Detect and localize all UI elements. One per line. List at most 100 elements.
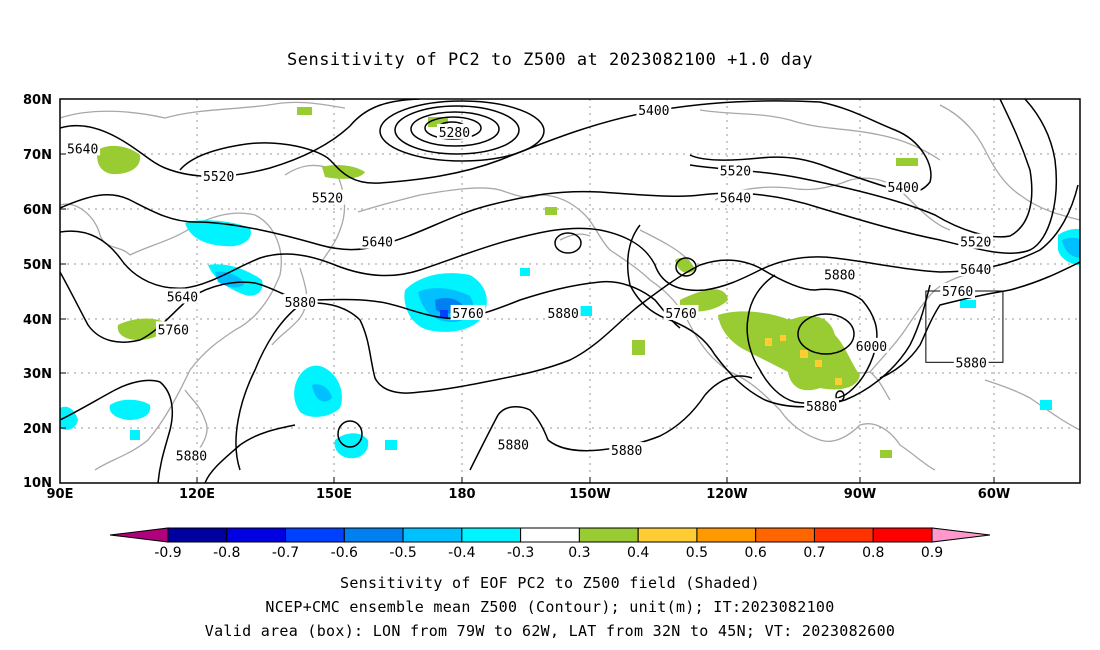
- colorbar-segment: [578, 527, 639, 543]
- contour-label-bg: [804, 398, 839, 414]
- lat-label: 40N: [23, 313, 52, 328]
- contour-label-bg: [958, 261, 994, 277]
- caption-line-3: Valid area (box): LON from 79W to 62W, L…: [204, 622, 896, 640]
- contour-label-bg: [450, 304, 486, 320]
- colorbar-tick-label: -0.8: [213, 545, 240, 561]
- map-plot-area: 5640 5520 5520 5280 5400 5520 5640 5400 5640 5520…: [23, 93, 1081, 502]
- contour-label: 5760: [665, 307, 696, 322]
- contour-label: 5400: [638, 104, 669, 119]
- colorbar-segment: [402, 527, 463, 543]
- contour-label: 5640: [167, 290, 198, 305]
- colorbar: -0.9 -0.8 -0.7 -0.6 -0.5 -0.4 -0.3 0.3 0.4 0.5 0.6…: [109, 527, 991, 561]
- lon-label: 150E: [316, 487, 352, 502]
- colorbar-segment: [872, 527, 933, 543]
- contour-label-bg: [940, 283, 975, 298]
- lat-label: 50N: [23, 258, 52, 273]
- colorbar-tick-label: -0.9: [154, 545, 181, 561]
- colorbar-segment: [226, 527, 287, 543]
- plot-frame: [59, 98, 1081, 484]
- contour-label-bg: [495, 436, 531, 452]
- contour-label-bg: [885, 178, 921, 194]
- contour-label-bg: [718, 189, 753, 205]
- colorbar-segment: [520, 527, 580, 543]
- contour-label-bg: [310, 189, 345, 205]
- contour-label-bg: [282, 293, 318, 309]
- contour-label-bg: [174, 447, 209, 463]
- contour-label-bg: [201, 167, 237, 183]
- colorbar-segment: [637, 527, 698, 543]
- lon-label: 120E: [179, 487, 215, 502]
- lat-label: 20N: [23, 422, 52, 437]
- colorbar-segment: [461, 527, 522, 543]
- lat-label: 70N: [23, 148, 52, 163]
- contour-label: 5640: [960, 263, 991, 278]
- chart-title: Sensitivity of PC2 to Z500 at 2023082100…: [286, 50, 813, 70]
- caption-line-1: Sensitivity of EOF PC2 to Z500 field (Sh…: [340, 574, 760, 592]
- contour-label-bg: [359, 233, 395, 249]
- colorbar-tick-label: 0.5: [686, 545, 708, 561]
- colorbar-tick-label: 0.8: [862, 545, 884, 561]
- colorbar-segment: [343, 527, 404, 543]
- colorbar-segment: [696, 527, 757, 543]
- lat-label: 10N: [23, 476, 52, 491]
- contour-label: 5640: [720, 192, 751, 207]
- colorbar-tick-label: -0.5: [389, 545, 416, 561]
- colorbar-tick-label: -0.6: [331, 545, 358, 561]
- contour-label: 5400: [888, 181, 919, 196]
- lon-label: 90E: [47, 487, 74, 502]
- lon-label: 150W: [569, 487, 610, 502]
- contour-label: 5880: [824, 269, 855, 284]
- contour-label: 5880: [548, 307, 579, 322]
- contour-label: 5880: [806, 400, 837, 415]
- colorbar-segment: [285, 527, 345, 543]
- colorbar-tick-label: 0.3: [568, 545, 590, 561]
- colorbar-tick-label: -0.3: [507, 545, 534, 561]
- contour-label: 5760: [942, 285, 973, 300]
- axis-ticks: [59, 98, 995, 484]
- colorbar-segment: [755, 527, 815, 543]
- contour-label-bg: [155, 321, 191, 337]
- contour-label-bg: [854, 337, 889, 353]
- lat-axis-labels: 80N 70N 60N 50N 40N 30N 20N 10N: [23, 93, 52, 491]
- contour-label: 5880: [176, 450, 207, 465]
- contour-label: 5520: [203, 170, 234, 185]
- contour-label-bg: [822, 266, 858, 282]
- caption-line-2: NCEP+CMC ensemble mean Z500 (Contour); u…: [265, 598, 835, 616]
- lon-axis-labels: 90E 120E 150E 180 150W 120W 90W 60W: [47, 487, 1011, 502]
- contour-label-bg: [65, 140, 101, 156]
- lat-label: 30N: [23, 367, 52, 382]
- colorbar-tick-label: -0.7: [272, 545, 299, 561]
- contour-label: 5640: [67, 142, 98, 157]
- sensitivity-shading: [60, 107, 1080, 459]
- lon-label: 90W: [844, 487, 876, 502]
- colorbar-segment: [813, 527, 874, 543]
- lon-label: 180: [448, 487, 475, 502]
- contour-label-bg: [953, 354, 989, 370]
- contour-label-bg: [636, 101, 672, 117]
- lon-label: 120W: [706, 487, 747, 502]
- colorbar-end-low: [109, 527, 169, 543]
- contour-label: 5880: [285, 296, 316, 311]
- lon-label: 60W: [978, 487, 1010, 502]
- contour-label: 6000: [856, 340, 887, 355]
- colorbar-tick-label: 0.9: [921, 545, 943, 561]
- contour-label-bg: [165, 288, 200, 304]
- colorbar-segment: [167, 527, 228, 543]
- contour-label-bg: [609, 442, 645, 458]
- colorbar-end-high: [931, 527, 991, 543]
- contour-labels: 5640 5520 5520 5280 5400 5520 5640 5400 5640 5520…: [65, 101, 994, 465]
- contour-label: 5640: [362, 236, 393, 251]
- contour-label: 5880: [498, 439, 529, 454]
- contour-label-bg: [958, 233, 994, 249]
- colorbar-tick-label: 0.7: [803, 545, 825, 561]
- z500-contours: [60, 99, 1080, 483]
- contour-label: 5280: [439, 126, 470, 141]
- contour-label-bg: [718, 162, 753, 178]
- contour-label: 5760: [158, 323, 189, 338]
- colorbar-tick-label: 0.4: [627, 545, 649, 561]
- contour-label: 5760: [452, 307, 483, 322]
- contour-label: 5520: [720, 164, 751, 179]
- contour-label: 5880: [611, 444, 642, 459]
- colorbar-tick-label: 0.6: [745, 545, 767, 561]
